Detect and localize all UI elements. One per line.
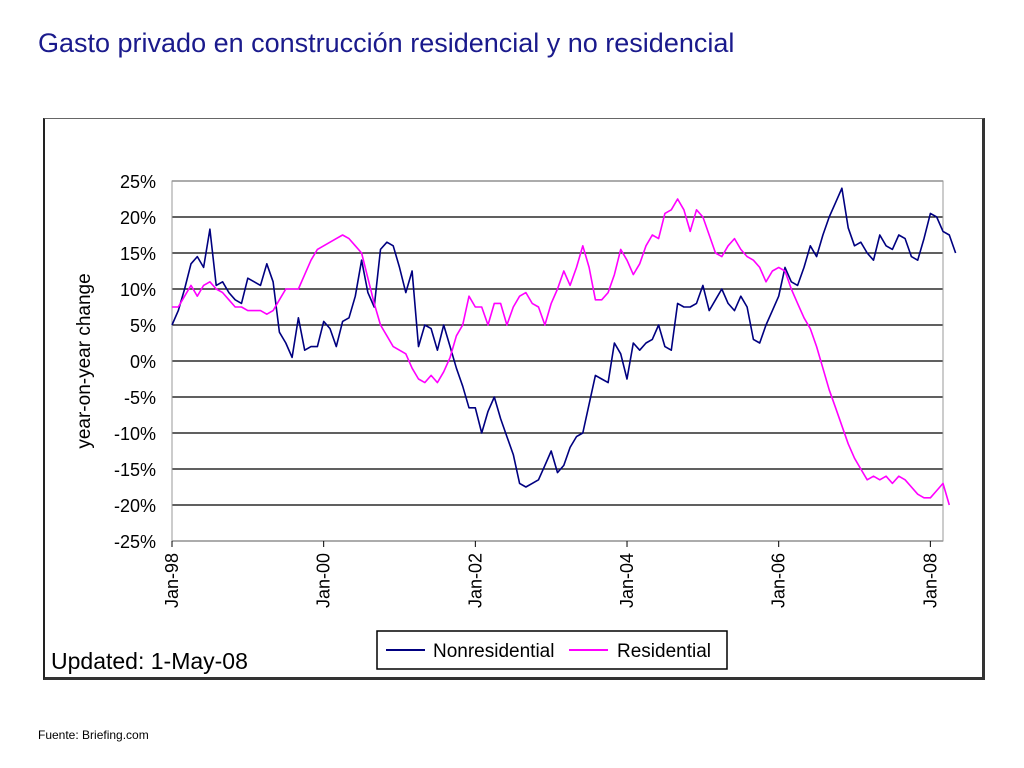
updated-note: Updated: 1-May-08 [51, 648, 248, 674]
x-tick-label: Jan-06 [769, 553, 789, 608]
y-tick-label: -5% [124, 388, 156, 408]
y-tick-label: 5% [130, 316, 156, 336]
y-axis-title: year-on-year change [74, 273, 95, 448]
x-tick-label: Jan-00 [314, 553, 334, 608]
y-tick-label: -25% [114, 532, 156, 552]
legend-label-nonresidential: Nonresidential [433, 641, 554, 662]
y-tick-label: 0% [130, 352, 156, 372]
y-tick-label: 25% [120, 172, 156, 192]
legend-label-residential: Residential [617, 641, 711, 662]
y-tick-label: -10% [114, 424, 156, 444]
x-tick-label: Jan-02 [465, 553, 485, 608]
source-note: Fuente: Briefing.com [38, 728, 149, 742]
y-tick-label: 10% [120, 280, 156, 300]
x-tick-label: Jan-98 [162, 553, 182, 608]
x-tick-label: Jan-04 [617, 553, 637, 608]
y-tick-label: 15% [120, 244, 156, 264]
line-chart: 25% 20% 15% 10% 5% 0% -5% -10% -15% -20% -25% Jan-9… [51, 172, 957, 674]
chart-frame: 25% 20% 15% 10% 5% 0% -5% -10% -15% -20% -25% Jan-9… [43, 118, 985, 680]
series-line-residential [172, 198, 951, 506]
legend-box [376, 630, 728, 670]
plot-area [171, 180, 944, 542]
y-tick-label: -20% [114, 496, 156, 516]
y-tick-label: 20% [120, 208, 156, 228]
y-tick-label: -15% [114, 460, 156, 480]
series-line-nonresidential [171, 187, 957, 488]
page-title: Gasto privado en construcción residencia… [38, 28, 735, 58]
x-tick-label: Jan-08 [920, 553, 940, 608]
